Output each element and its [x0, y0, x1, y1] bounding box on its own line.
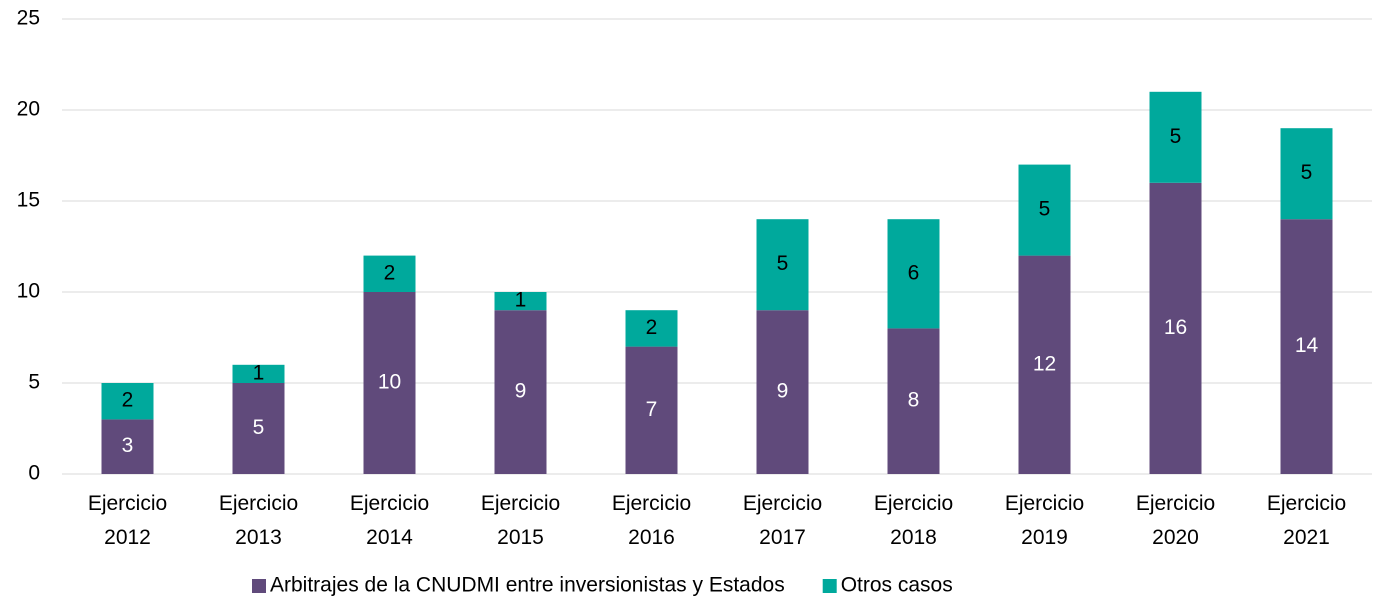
data-label: 9: [777, 380, 789, 403]
legend-label: Otros casos: [841, 574, 953, 597]
y-tick-label: 15: [17, 189, 40, 212]
data-label: 14: [1295, 334, 1319, 357]
bar-segment: [756, 310, 809, 474]
x-tick-label: Ejercicio 2017: [743, 492, 822, 549]
data-label: 1: [253, 361, 265, 384]
bar-segment: [625, 346, 678, 474]
bar-segment: [625, 310, 678, 347]
x-tick-label: Ejercicio 2020: [1136, 492, 1215, 549]
bar-segment: [232, 364, 285, 383]
y-tick-label: 10: [17, 280, 40, 303]
data-label: 2: [646, 316, 658, 339]
data-label: 5: [253, 416, 265, 439]
x-tick-label: Ejercicio 2019: [1005, 492, 1084, 549]
bar-segment: [756, 219, 809, 311]
bar-segment: [1280, 219, 1333, 474]
data-label: 16: [1164, 316, 1187, 339]
x-tick-label: Ejercicio 2013: [219, 492, 298, 549]
y-tick-label: 5: [28, 371, 40, 394]
data-label: 9: [515, 380, 527, 403]
bar-segment: [887, 219, 940, 329]
data-label: 5: [1301, 161, 1313, 184]
data-label: 3: [122, 434, 134, 457]
data-label: 5: [777, 252, 789, 275]
bar-segment: [101, 419, 154, 474]
y-tick-label: 20: [17, 98, 40, 121]
bar-segment: [1149, 182, 1202, 475]
x-tick-label: Ejercicio 2018: [874, 492, 953, 549]
bar-segment: [232, 383, 285, 474]
data-label: 5: [1170, 125, 1182, 148]
x-tick-label: Ejercicio 2014: [350, 492, 429, 549]
bar-segment: [1018, 164, 1071, 256]
y-tick-label: 25: [17, 7, 40, 30]
bar-segment: [1018, 255, 1071, 474]
data-label: 2: [122, 389, 134, 412]
data-label: 2: [384, 261, 396, 284]
data-label: 12: [1033, 352, 1056, 375]
x-tick-label: Ejercicio 2012: [88, 492, 167, 549]
bar-segment: [494, 292, 547, 311]
data-label: 6: [908, 261, 920, 284]
bar-segment: [363, 292, 416, 474]
bar-segment: [101, 383, 154, 420]
bar-segment: [1280, 128, 1333, 220]
x-tick-label: Ejercicio 2016: [612, 492, 691, 549]
x-tick-label: Ejercicio 2021: [1267, 492, 1346, 549]
bar-segment: [363, 255, 416, 292]
x-tick-label: Ejercicio 2015: [481, 492, 560, 549]
legend-swatch: [252, 579, 266, 593]
legend-label: Arbitrajes de la CNUDMI entre inversioni…: [270, 574, 785, 597]
data-label: 7: [646, 398, 658, 421]
data-label: 8: [908, 389, 920, 412]
data-label: 5: [1039, 198, 1051, 221]
data-label: 10: [378, 371, 401, 394]
y-tick-label: 0: [28, 462, 40, 485]
legend-swatch: [822, 579, 837, 593]
bar-segment: [1149, 91, 1202, 183]
bar-segment: [494, 310, 547, 474]
data-label: 1: [515, 289, 527, 312]
bar-segment: [887, 328, 940, 474]
